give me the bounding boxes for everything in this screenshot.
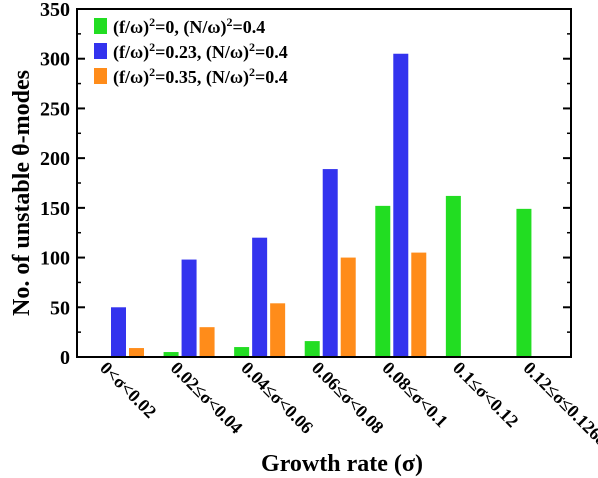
bar-series-3-cat-3 xyxy=(270,303,286,357)
y-tick-label: 200 xyxy=(40,148,70,170)
x-tick-label: 0.04≤σ<0.06 xyxy=(237,358,317,438)
bar-series-1-cat-2 xyxy=(163,352,179,357)
y-axis: 0 50 100 150 200 250 300 350 xyxy=(40,0,571,369)
y-tick-label: 0 xyxy=(60,347,70,369)
bar-series-2-cat-3 xyxy=(252,237,268,357)
x-axis-title: Growth rate (σ) xyxy=(261,451,423,477)
y-tick-label: 250 xyxy=(40,98,70,120)
bar-series-3-cat-2 xyxy=(199,327,215,357)
bar-series-1-cat-3 xyxy=(234,347,250,357)
legend-swatch-1 xyxy=(94,18,107,34)
y-tick-label: 350 xyxy=(40,0,70,21)
bar-series-3-cat-1 xyxy=(129,348,144,357)
x-tick-label: 0<σ<0.02 xyxy=(96,358,160,422)
legend-label-1: (f/ω)2=0, (N/ω)2=0.4 xyxy=(113,15,265,38)
x-tick-label: 0.08≤σ<0.1 xyxy=(378,358,451,431)
x-tick-label: 0.1≤σ<0.12 xyxy=(449,358,522,431)
y-tick-label: 150 xyxy=(40,198,70,220)
legend-swatch-3 xyxy=(94,68,107,84)
legend: (f/ω)2=0, (N/ω)2=0.4(f/ω)2=0.23, (N/ω)2=… xyxy=(94,15,288,88)
bar-series-2-cat-5 xyxy=(393,53,409,357)
bar-series-2-cat-2 xyxy=(181,259,197,357)
bar-series-3-cat-4 xyxy=(340,257,356,357)
y-axis-title: No. of unstable θ-modes xyxy=(9,70,35,316)
bar-series-1-cat-6 xyxy=(445,195,461,357)
bar-series-2-cat-1 xyxy=(111,307,126,357)
y-tick-label: 300 xyxy=(40,49,70,71)
legend-label-2: (f/ω)2=0.23, (N/ω)2=0.4 xyxy=(113,40,288,63)
bar-series-3-cat-5 xyxy=(411,252,427,357)
x-tick-label: 0.02≤σ<0.04 xyxy=(167,358,247,438)
x-tick-label: 0.12≤σ≤0.1268 xyxy=(520,358,598,450)
bar-series-1-cat-7 xyxy=(516,208,532,357)
bars-layer xyxy=(111,53,532,357)
bar-series-2-cat-4 xyxy=(322,169,338,357)
legend-label-3: (f/ω)2=0.35, (N/ω)2=0.4 xyxy=(113,65,288,88)
x-tick-label: 0.06≤σ<0.08 xyxy=(308,358,388,438)
legend-swatch-2 xyxy=(94,43,107,59)
y-tick-label: 100 xyxy=(40,248,70,270)
bar-series-1-cat-4 xyxy=(304,341,320,357)
y-tick-label: 50 xyxy=(50,297,70,319)
x-axis: 0<σ<0.02 0.02≤σ<0.040.04≤σ<0.060.06≤σ<0.0… xyxy=(96,358,598,450)
bar-series-1-cat-5 xyxy=(375,205,391,357)
